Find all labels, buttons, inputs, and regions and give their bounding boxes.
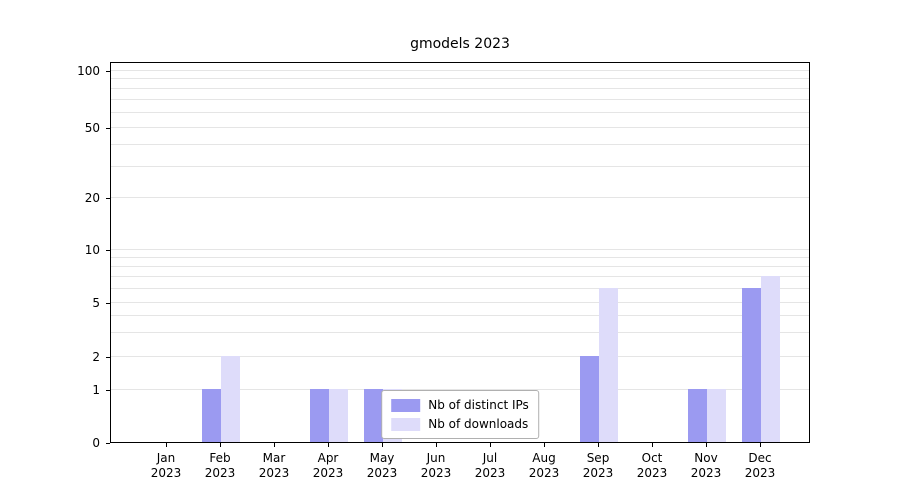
y-tick-mark: [106, 389, 110, 391]
y-tick-label: 5: [92, 296, 100, 310]
legend-entry-downloads: Nb of downloads: [391, 417, 529, 431]
x-tick-label-jan: Jan 2023: [150, 451, 182, 480]
gridline: [111, 355, 809, 357]
y-tick-mark: [106, 197, 110, 199]
bar-distinct-ips-nov: [688, 389, 707, 442]
bar-downloads-sep: [599, 288, 618, 442]
gridline: [111, 69, 809, 71]
gridline: [111, 98, 809, 100]
legend: Nb of distinct IPs Nb of downloads: [381, 390, 539, 439]
x-tick-mark: [597, 443, 599, 447]
legend-swatch-downloads: [391, 417, 421, 431]
gridline: [111, 301, 809, 303]
bar-distinct-ips-apr: [310, 389, 329, 442]
gridline: [111, 87, 809, 89]
gridline: [111, 111, 809, 113]
y-tick-mark: [106, 442, 110, 444]
gridline: [111, 248, 809, 250]
y-tick-label: 10: [84, 243, 100, 257]
bar-distinct-ips-may: [364, 389, 383, 442]
y-tick-label: 50: [84, 121, 100, 135]
x-tick-mark: [273, 443, 275, 447]
gridline: [111, 165, 809, 167]
x-tick-label-jul: Jul 2023: [474, 451, 506, 480]
x-tick-mark: [543, 443, 545, 447]
gridline: [111, 78, 809, 80]
plot-area: Nb of distinct IPs Nb of downloads: [110, 62, 810, 443]
x-tick-label-jun: Jun 2023: [420, 451, 452, 480]
x-tick-label-aug: Aug 2023: [528, 451, 560, 480]
bar-distinct-ips-feb: [202, 389, 221, 442]
legend-label-downloads: Nb of downloads: [428, 417, 529, 431]
bar-distinct-ips-sep: [580, 356, 599, 442]
gridline: [111, 126, 809, 128]
y-tick-mark: [106, 70, 110, 72]
bar-downloads-apr: [329, 389, 348, 442]
gridline: [111, 265, 809, 267]
legend-entry-distinct-ips: Nb of distinct IPs: [391, 398, 529, 412]
x-tick-mark: [381, 443, 383, 447]
gridline: [111, 331, 809, 333]
y-tick-label: 100: [77, 64, 100, 78]
legend-label-distinct-ips: Nb of distinct IPs: [428, 398, 529, 412]
x-tick-label-mar: Mar 2023: [258, 451, 290, 480]
chart-title: gmodels 2023: [410, 36, 510, 52]
bar-downloads-dec: [761, 276, 780, 442]
x-tick-mark: [489, 443, 491, 447]
gridline: [111, 256, 809, 258]
y-tick-mark: [106, 302, 110, 304]
bar-downloads-feb: [221, 356, 240, 442]
x-tick-label-feb: Feb 2023: [204, 451, 236, 480]
y-tick-mark: [106, 356, 110, 358]
gridline: [111, 275, 809, 277]
x-tick-mark: [759, 443, 761, 447]
bar-downloads-nov: [707, 389, 726, 442]
y-tick-label: 20: [84, 191, 100, 205]
y-tick-mark: [106, 249, 110, 251]
gridline: [111, 287, 809, 289]
gridline: [111, 196, 809, 198]
x-tick-mark: [651, 443, 653, 447]
legend-swatch-distinct-ips: [391, 398, 421, 412]
x-tick-label-dec: Dec 2023: [744, 451, 776, 480]
x-tick-mark: [219, 443, 221, 447]
x-tick-label-may: May 2023: [366, 451, 398, 480]
x-tick-mark: [705, 443, 707, 447]
x-tick-mark: [327, 443, 329, 447]
gridline: [111, 388, 809, 390]
x-tick-label-sep: Sep 2023: [582, 451, 614, 480]
gridline: [111, 314, 809, 316]
bar-distinct-ips-dec: [742, 288, 761, 442]
x-tick-label-oct: Oct 2023: [636, 451, 668, 480]
gridline: [111, 143, 809, 145]
x-tick-label-apr: Apr 2023: [312, 451, 344, 480]
y-tick-label: 1: [92, 383, 100, 397]
x-tick-label-nov: Nov 2023: [690, 451, 722, 480]
y-tick-label: 0: [92, 436, 100, 450]
x-tick-mark: [435, 443, 437, 447]
y-tick-label: 2: [92, 350, 100, 364]
x-tick-mark: [165, 443, 167, 447]
y-tick-mark: [106, 127, 110, 129]
